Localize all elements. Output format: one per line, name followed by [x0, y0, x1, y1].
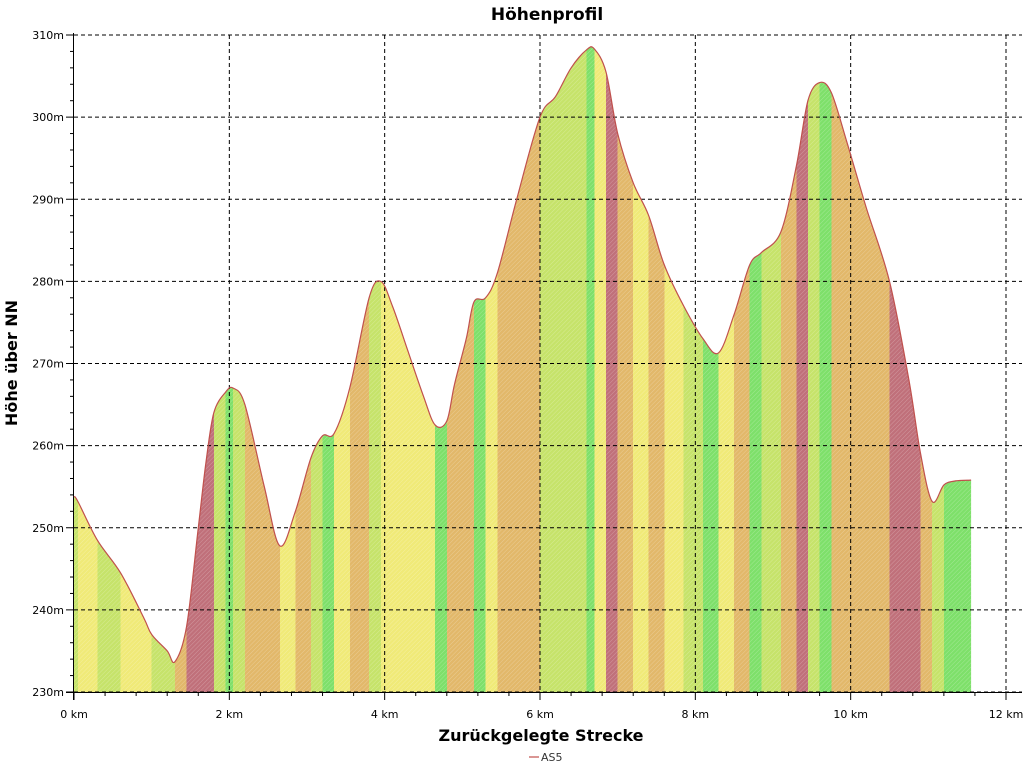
x-tick-label: 4 km — [371, 708, 399, 721]
y-tick-label: 280m — [32, 275, 64, 288]
elevation-area-hatch — [74, 47, 971, 692]
area-fill — [74, 47, 971, 692]
y-axis-label: Höhe über NN — [2, 300, 21, 426]
y-tick-label: 300m — [32, 111, 64, 124]
y-tick-label: 270m — [32, 358, 64, 371]
y-tick-label: 250m — [32, 522, 64, 535]
x-tick-label: 10 km — [833, 708, 868, 721]
y-tick-label: 290m — [32, 193, 64, 206]
x-tick-label: 8 km — [682, 708, 710, 721]
x-tick-label: 6 km — [526, 708, 554, 721]
y-tick-label: 230m — [32, 686, 64, 699]
legend: AS5 — [529, 751, 563, 764]
x-tick-label: 0 km — [60, 708, 88, 721]
x-axis-label: Zurückgelegte Strecke — [438, 726, 643, 745]
y-tick-label: 240m — [32, 604, 64, 617]
y-tick-label: 310m — [32, 29, 64, 42]
legend-label-as5: AS5 — [541, 751, 563, 764]
chart-title: Höhenprofil — [491, 5, 603, 25]
x-tick-label: 2 km — [216, 708, 244, 721]
y-tick-label: 260m — [32, 440, 64, 453]
x-tick-label: 12 km — [989, 708, 1024, 721]
